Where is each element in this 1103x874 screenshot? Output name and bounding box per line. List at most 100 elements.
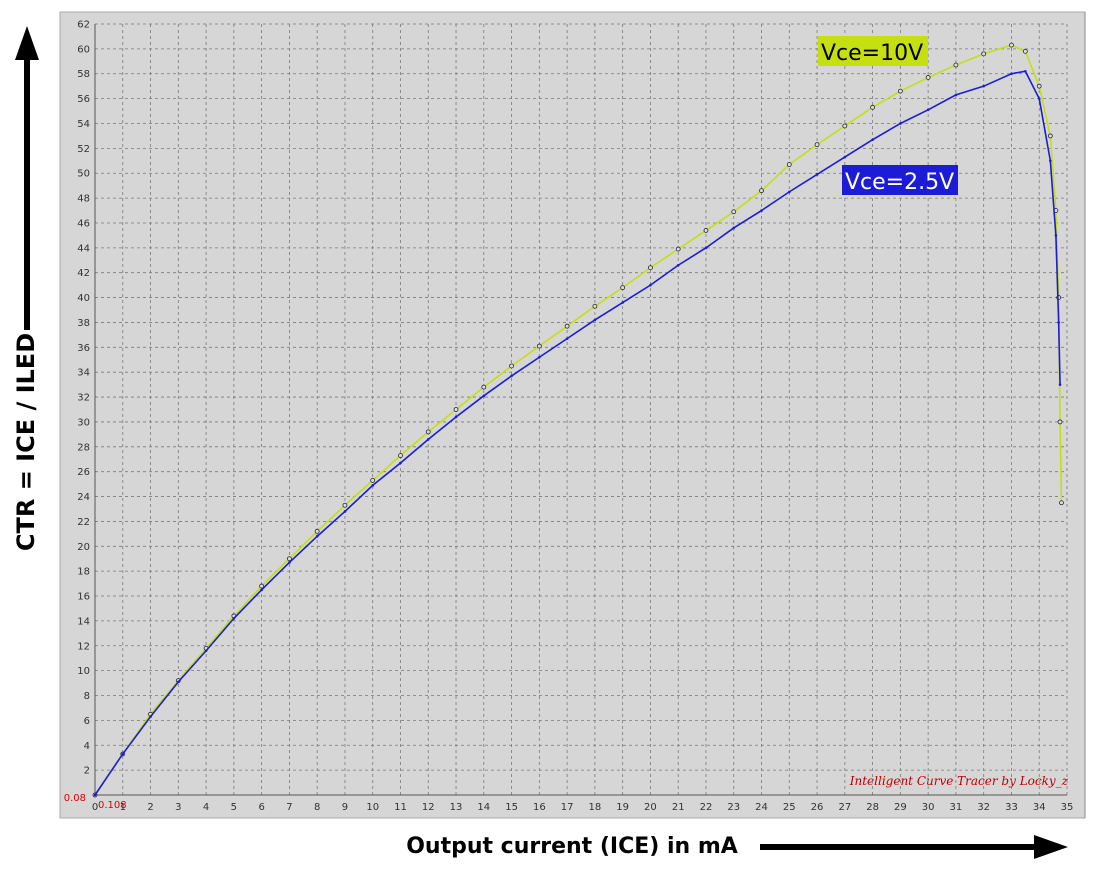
y-tick-label: 58 <box>77 69 90 80</box>
y-origin-label: 0.08 <box>64 793 86 804</box>
data-point <box>1037 97 1041 100</box>
x-tick-label: 11 <box>394 802 407 813</box>
data-point <box>786 162 792 167</box>
data-point <box>1058 383 1062 386</box>
data-point <box>649 283 652 287</box>
x-tick-label: 20 <box>644 802 657 813</box>
data-point <box>536 343 542 349</box>
data-point <box>425 429 431 435</box>
data-point <box>897 88 903 94</box>
x-tick-label: 19 <box>616 802 629 813</box>
data-point <box>565 337 569 340</box>
x-origin-label: 0.108 <box>98 800 127 811</box>
x-tick-label: 27 <box>838 802 851 813</box>
data-point <box>259 583 265 589</box>
x-tick-label: 25 <box>783 802 796 813</box>
x-tick-label: 7 <box>286 802 292 813</box>
data-point <box>121 752 125 756</box>
x-tick-label: 3 <box>175 802 181 813</box>
y-arrow-head <box>15 26 39 60</box>
x-tick-label: 2 <box>147 802 153 813</box>
x-tick-label: 17 <box>561 802 574 813</box>
data-point <box>1009 42 1014 48</box>
data-point <box>93 793 97 797</box>
data-point <box>760 209 763 212</box>
data-point <box>426 438 430 441</box>
x-tick-label: 4 <box>203 802 209 813</box>
data-point <box>371 484 375 487</box>
data-point <box>981 51 987 57</box>
data-point <box>177 680 180 684</box>
y-tick-label: 46 <box>77 218 90 229</box>
y-tick-label: 34 <box>77 368 90 379</box>
legend-label: Vce=2.5V <box>845 170 954 195</box>
x-tick-label: 5 <box>231 802 237 813</box>
y-tick-label: 28 <box>77 442 90 453</box>
data-point <box>814 142 820 148</box>
data-point <box>288 561 291 564</box>
x-tick-label: 32 <box>977 802 990 813</box>
y-tick-label: 12 <box>77 641 90 652</box>
x-tick-label: 23 <box>727 802 740 813</box>
data-point <box>481 384 487 390</box>
data-point <box>260 588 263 592</box>
y-tick-label: 42 <box>77 268 90 279</box>
data-point <box>759 188 764 194</box>
y-tick-label: 2 <box>84 766 90 777</box>
y-tick-label: 20 <box>77 542 90 553</box>
data-point <box>538 355 541 359</box>
legend-swatch <box>842 165 958 195</box>
y-tick-label: 14 <box>77 616 90 627</box>
data-point <box>871 138 874 141</box>
data-point <box>899 122 902 125</box>
series-line <box>94 70 1061 796</box>
data-point <box>1057 419 1063 425</box>
data-point <box>453 407 459 412</box>
data-point <box>1054 234 1058 237</box>
data-point <box>926 108 930 112</box>
y-tick-label: 32 <box>77 393 90 404</box>
data-point <box>870 104 875 110</box>
data-point <box>1022 48 1028 54</box>
data-point <box>509 363 514 369</box>
x-tick-label: 15 <box>505 802 518 813</box>
y-tick-label: 24 <box>77 492 90 503</box>
y-tick-label: 6 <box>84 716 90 727</box>
watermark: Intelligent Curve Tracer by Locky_z <box>849 774 1069 788</box>
x-tick-label: 0 <box>92 802 98 813</box>
data-point <box>204 649 208 653</box>
data-point <box>1049 159 1052 163</box>
data-point <box>621 301 624 304</box>
data-point <box>1059 500 1064 506</box>
data-point <box>342 502 348 508</box>
legend-swatch <box>818 36 928 66</box>
y-tick-label: 22 <box>77 517 90 528</box>
y-tick-label: 10 <box>77 666 90 677</box>
data-point <box>454 415 458 419</box>
x-tick-label: 21 <box>672 802 685 813</box>
data-point <box>648 265 653 271</box>
data-point <box>704 246 708 250</box>
data-point <box>564 323 570 329</box>
data-point <box>675 246 681 252</box>
data-point <box>593 318 597 322</box>
data-point <box>370 477 376 483</box>
x-tick-label: 35 <box>1061 802 1074 813</box>
data-point <box>1024 69 1027 73</box>
x-tick-label: 22 <box>700 802 713 813</box>
x-tick-label: 31 <box>950 802 963 813</box>
x-tick-label: 16 <box>533 802 546 813</box>
data-point <box>703 228 709 233</box>
y-tick-label: 52 <box>77 144 90 155</box>
y-tick-label: 30 <box>77 417 90 428</box>
y-tick-label: 4 <box>84 741 90 752</box>
y-tick-label: 44 <box>77 243 90 254</box>
x-tick-label: 30 <box>922 802 935 813</box>
data-point <box>842 123 848 129</box>
data-point <box>314 528 320 534</box>
data-point <box>232 617 236 620</box>
y-tick-label: 50 <box>77 169 90 180</box>
x-axis-label: Output current (ICE) in mA <box>406 834 738 859</box>
data-point <box>954 93 958 97</box>
